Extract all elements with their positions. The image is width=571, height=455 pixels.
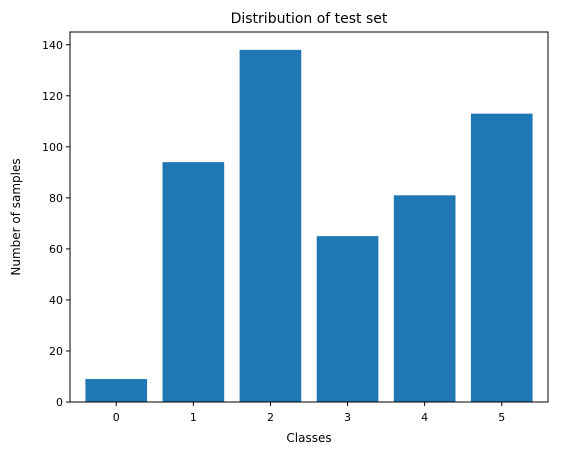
y-tick-label: 0	[56, 396, 63, 409]
bar-class-5	[470, 113, 533, 402]
y-tick-label: 140	[42, 39, 63, 52]
x-tick-label: 0	[113, 411, 120, 424]
x-tick-label: 5	[498, 411, 505, 424]
plot-frame	[69, 31, 549, 403]
y-tick-label: 60	[49, 243, 63, 256]
x-tick-label: 2	[267, 411, 274, 424]
x-axis-ticks: 0 1 2 3 4 5	[113, 402, 505, 424]
y-tick-label: 80	[49, 192, 63, 205]
chart-title: Distribution of test set	[231, 11, 388, 27]
bar-class-2	[239, 49, 302, 403]
bar-class-0	[85, 379, 148, 402]
y-tick-label: 40	[49, 294, 63, 307]
bars-group	[85, 49, 533, 403]
x-axis-label: Classes	[286, 431, 331, 445]
bar-class-4	[393, 195, 456, 402]
x-tick-label: 4	[421, 411, 428, 424]
bar-class-1	[162, 162, 225, 402]
y-tick-label: 120	[42, 90, 63, 103]
bar-class-3	[316, 236, 379, 402]
y-axis-ticks: 0 20 40 60 80 100 120 140	[42, 39, 70, 409]
x-tick-label: 3	[344, 411, 351, 424]
y-axis-label: Number of samples	[9, 158, 23, 275]
x-tick-label: 1	[190, 411, 197, 424]
y-tick-label: 100	[42, 141, 63, 154]
y-tick-label: 20	[49, 345, 63, 358]
